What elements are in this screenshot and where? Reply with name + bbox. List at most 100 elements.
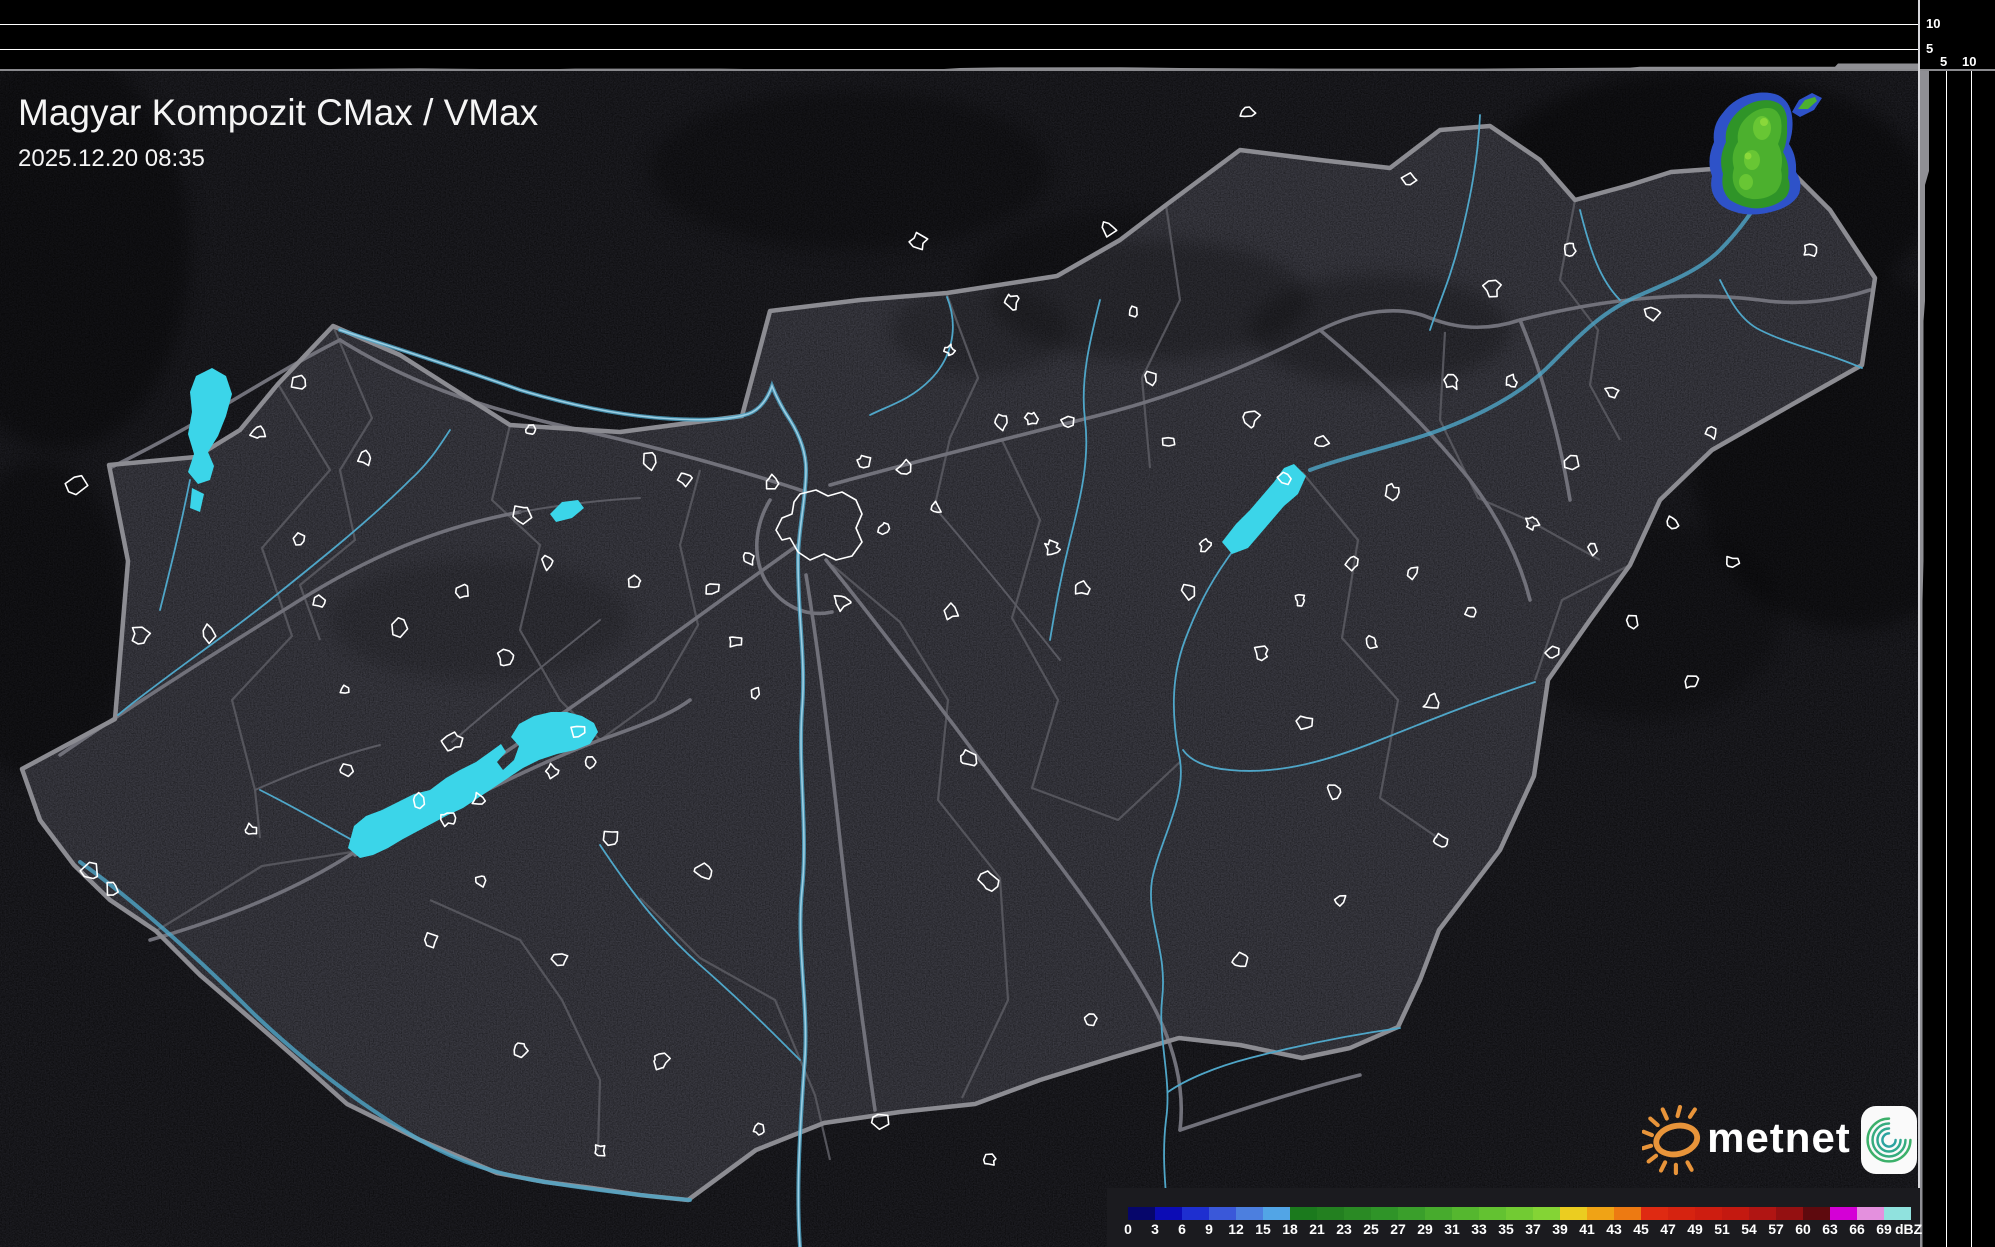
legend-cell bbox=[1344, 1207, 1371, 1220]
settlement-outline bbox=[1803, 243, 1818, 257]
settlement-outline bbox=[412, 791, 426, 810]
settlement-outline bbox=[570, 725, 586, 738]
legend-cell bbox=[1506, 1207, 1533, 1220]
settlement-outline bbox=[496, 648, 515, 667]
settlement-outline bbox=[642, 451, 657, 472]
settlement-outline bbox=[728, 636, 743, 648]
legend-unit-label: dBZ bbox=[1895, 1221, 1923, 1237]
settlement-outline bbox=[524, 424, 537, 435]
lake-tata bbox=[550, 500, 584, 522]
settlement-outline bbox=[64, 474, 89, 496]
legend-tick-label: 49 bbox=[1687, 1221, 1703, 1237]
legend-cell bbox=[1722, 1207, 1749, 1220]
legend-tick-label: 15 bbox=[1255, 1221, 1271, 1237]
legend-tick-label: 9 bbox=[1205, 1221, 1213, 1237]
legend-cell bbox=[1668, 1207, 1695, 1220]
settlement-outline bbox=[1231, 951, 1249, 968]
legend-tick-label: 51 bbox=[1714, 1221, 1730, 1237]
settlement-outline bbox=[290, 374, 307, 390]
settlement-outline bbox=[244, 822, 258, 835]
settlement-outline bbox=[440, 731, 464, 752]
legend-cell bbox=[1830, 1207, 1857, 1220]
right-axis-label-10: 10 bbox=[1962, 54, 1977, 69]
settlement-outline bbox=[202, 623, 217, 645]
settlement-outline bbox=[550, 953, 569, 967]
metnet-logo-text: metnet bbox=[1707, 1114, 1851, 1161]
legend-tick-label: 0 bbox=[1124, 1221, 1132, 1237]
lake-tisza bbox=[1222, 464, 1306, 554]
legend-tick-label: 18 bbox=[1282, 1221, 1298, 1237]
legend-tick-label: 39 bbox=[1552, 1221, 1568, 1237]
settlement-outline bbox=[391, 617, 409, 639]
settlement-outline bbox=[474, 875, 487, 888]
settlement-outline bbox=[1684, 675, 1700, 689]
top-axis-label-10: 10 bbox=[1926, 16, 1941, 31]
settlement-outline bbox=[943, 602, 960, 621]
legend-tick-label: 37 bbox=[1525, 1221, 1541, 1237]
settlement-outline bbox=[1326, 784, 1342, 801]
settlement-outline bbox=[544, 762, 560, 780]
settlement-outline bbox=[1432, 832, 1449, 848]
settlement-outline bbox=[1365, 634, 1378, 650]
settlement-outline bbox=[833, 595, 852, 613]
vmax-top-profile-panel bbox=[0, 63, 1919, 71]
settlement-outline bbox=[1704, 425, 1717, 440]
legend-cell bbox=[1371, 1207, 1398, 1220]
top-grid-line-5km bbox=[0, 49, 1919, 50]
legend-cell bbox=[1182, 1207, 1209, 1220]
settlement-outline bbox=[339, 763, 355, 778]
settlement-outline bbox=[1587, 542, 1598, 557]
settlement-outline bbox=[106, 881, 119, 896]
settlement-outline bbox=[1128, 305, 1138, 318]
settlement-outline bbox=[1276, 471, 1292, 486]
settlement-outline bbox=[1625, 614, 1639, 630]
right-terrain-profile bbox=[1920, 71, 1929, 1247]
settlement-outline bbox=[1044, 539, 1062, 556]
settlement-outline bbox=[930, 500, 942, 514]
settlement-outline bbox=[356, 449, 372, 467]
legend-tick-label: 63 bbox=[1822, 1221, 1838, 1237]
settlement-outline bbox=[653, 1052, 671, 1071]
legend-cell bbox=[1560, 1207, 1587, 1220]
settlement-outline bbox=[1060, 415, 1075, 429]
settlement-outline bbox=[1198, 537, 1212, 553]
city-outlines bbox=[64, 106, 1818, 1166]
budapest-outline bbox=[775, 489, 863, 561]
settlement-outline bbox=[79, 861, 99, 880]
legend-tick-label: 41 bbox=[1579, 1221, 1595, 1237]
settlement-outline bbox=[1464, 606, 1477, 618]
right-grid-line-10km bbox=[1971, 71, 1972, 1247]
settlement-outline bbox=[513, 1042, 529, 1059]
legend-tick-label: 6 bbox=[1178, 1221, 1186, 1237]
settlement-outline bbox=[440, 812, 457, 828]
legend-cell bbox=[1587, 1207, 1614, 1220]
settlement-outline bbox=[895, 458, 912, 475]
settlement-outline bbox=[676, 472, 693, 488]
settlement-outline bbox=[1239, 106, 1257, 118]
rivers bbox=[78, 114, 1863, 1247]
legend-cell bbox=[1452, 1207, 1479, 1220]
settlement-outline bbox=[943, 343, 957, 357]
metnet-logo: metnet bbox=[1642, 1098, 1917, 1182]
settlement-outline bbox=[131, 626, 152, 645]
legend-cell bbox=[1290, 1207, 1317, 1220]
settlement-outline bbox=[977, 870, 1000, 892]
radar-echo bbox=[1709, 92, 1822, 215]
settlement-outline bbox=[742, 552, 755, 566]
settlement-outline bbox=[339, 684, 350, 694]
legend-cell bbox=[1128, 1207, 1155, 1220]
settlement-outline bbox=[1666, 515, 1680, 530]
legend-tick-label: 47 bbox=[1660, 1221, 1676, 1237]
settlement-outline bbox=[877, 521, 891, 536]
right-grid-line-5km bbox=[1946, 71, 1947, 1247]
settlement-outline bbox=[994, 413, 1008, 432]
settlement-outline bbox=[1314, 435, 1331, 448]
settlement-outline bbox=[908, 231, 929, 251]
settlement-outline bbox=[423, 931, 439, 949]
settlement-outline bbox=[856, 454, 872, 469]
settlement-outline bbox=[1422, 692, 1440, 709]
page-title: Magyar Kompozit CMax / VMax bbox=[18, 92, 539, 133]
settlement-outline bbox=[1144, 370, 1157, 387]
legend-cell bbox=[1479, 1207, 1506, 1220]
